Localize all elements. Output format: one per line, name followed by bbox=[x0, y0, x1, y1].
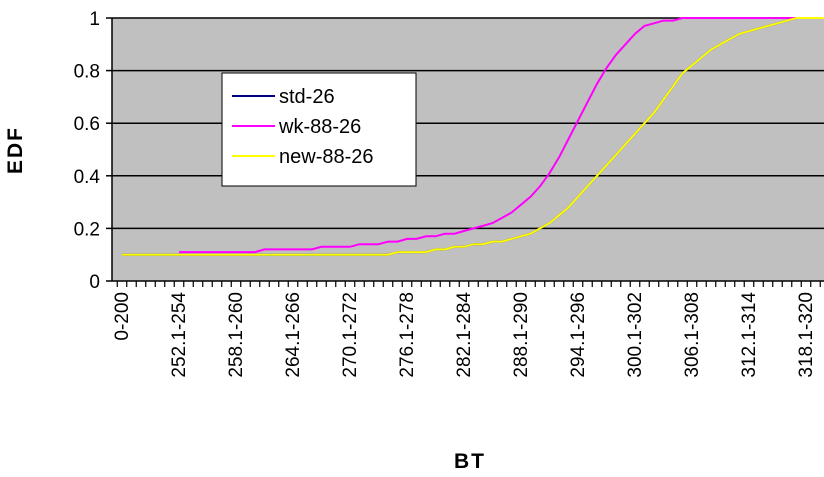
y-tick-label: 0.8 bbox=[74, 62, 100, 83]
x-tick-label: 306.1-308 bbox=[682, 292, 703, 378]
x-tick-label: 282.1-284 bbox=[454, 292, 475, 378]
x-tick-label: 312.1-314 bbox=[739, 292, 760, 378]
legend-box bbox=[221, 72, 417, 187]
y-tick-label: 0.6 bbox=[74, 114, 100, 135]
y-tick-label: 0 bbox=[89, 272, 100, 293]
y-tick-label: 0.4 bbox=[74, 167, 101, 188]
series-line-new-88-26 bbox=[122, 17, 824, 256]
series-line-wk-88-26 bbox=[179, 17, 797, 254]
x-tick-labels: 0-200 252.1-254 258.1-260 264.1-266 270.1-27… bbox=[112, 281, 821, 378]
x-tick-label: 294.1-296 bbox=[568, 292, 589, 378]
y-tick-label: 0.2 bbox=[74, 219, 100, 240]
x-tick-label: 318.1-320 bbox=[796, 292, 817, 378]
y-axis-title: EDF bbox=[4, 126, 27, 174]
x-tick-label: 252.1-254 bbox=[169, 292, 190, 378]
x-tick-label: 264.1-266 bbox=[283, 292, 304, 378]
x-tick-label: 288.1-290 bbox=[511, 292, 532, 378]
y-tick-labels: 0 0.2 0.4 0.6 0.8 1 bbox=[74, 9, 112, 293]
y-tick-label: 1 bbox=[89, 9, 100, 30]
legend-label-new-88-26: new-88-26 bbox=[279, 146, 374, 168]
legend: std-26 wk-88-26 new-88-26 bbox=[221, 72, 417, 187]
series-lines bbox=[122, 17, 824, 256]
legend-label-wk-88-26: wk-88-26 bbox=[278, 116, 361, 138]
x-axis-title: BT bbox=[454, 450, 486, 473]
legend-label-std-26: std-26 bbox=[279, 86, 335, 108]
x-tick-label: 0-200 bbox=[112, 292, 133, 341]
plot-area bbox=[112, 18, 824, 281]
x-tick-label: 270.1-272 bbox=[340, 292, 361, 378]
x-tick-label: 258.1-260 bbox=[226, 292, 247, 378]
x-tick-label: 276.1-278 bbox=[397, 292, 418, 378]
x-tick-label: 300.1-302 bbox=[625, 292, 646, 378]
